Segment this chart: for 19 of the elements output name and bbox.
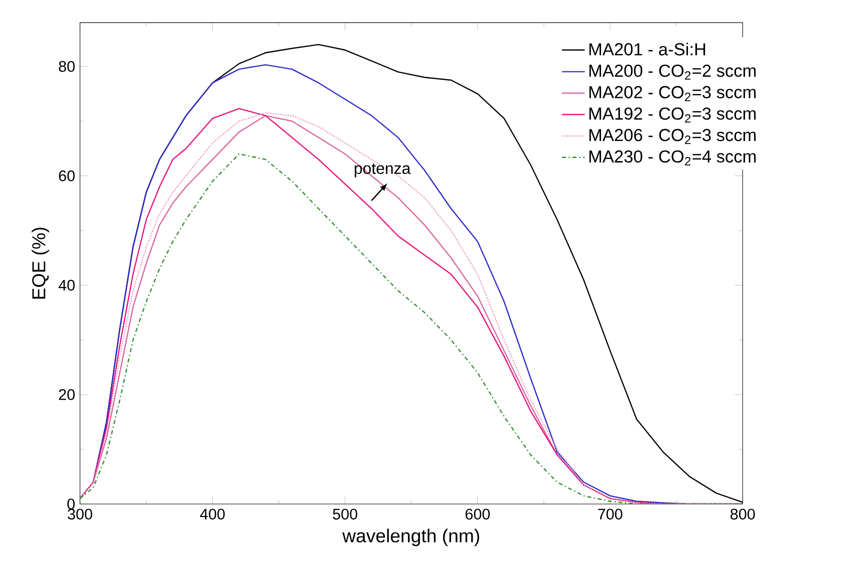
legend-label: MA230 - CO$_{2}$=4 sccm <box>589 150 756 166</box>
legend-label: MA200 - CO$_{2}$=2 sccm <box>589 64 756 80</box>
y-tick-label: 60 <box>59 170 75 182</box>
x-tick-label: 500 <box>332 508 358 520</box>
x-tick-label: 800 <box>730 508 755 520</box>
legend-label: MA202 - CO$_{2}$=3 sccm <box>589 86 756 102</box>
y-tick-label: 80 <box>58 61 75 72</box>
legend-label: MA192 - CO$_{2}$=3 sccm <box>589 107 756 123</box>
y-tick-label: 40 <box>58 280 75 291</box>
x-tick-label: 300 <box>68 508 92 520</box>
y-axis-title: EQE (%) <box>32 228 50 299</box>
y-tick-label: 0 <box>67 498 75 510</box>
x-tick-label: 700 <box>598 508 622 520</box>
y-tick-label: 20 <box>59 389 75 400</box>
legend-label: MA206 - CO$_{2}$=3 sccm <box>589 128 756 144</box>
x-tick-label: 400 <box>200 508 225 520</box>
x-axis-title: wavelength (nm) <box>342 528 480 546</box>
legend-label: MA201 - a-Si:H <box>589 42 706 56</box>
x-tick-label: 600 <box>466 508 490 520</box>
